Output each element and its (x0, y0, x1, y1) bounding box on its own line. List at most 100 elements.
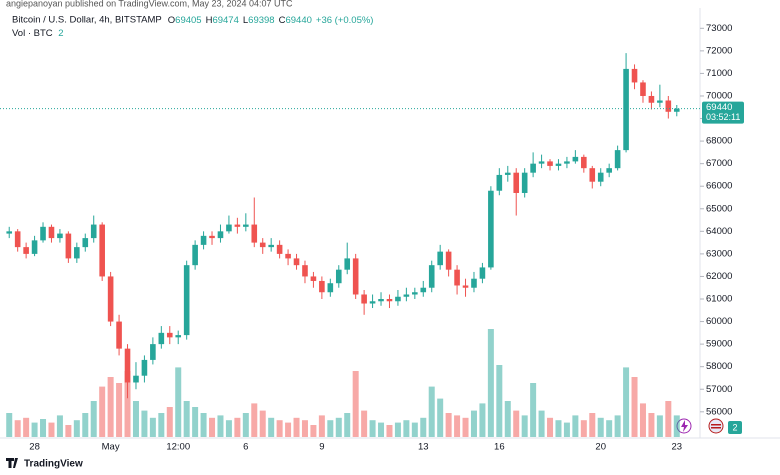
volume-bar (82, 413, 89, 437)
volume-badge-value: 2 (732, 422, 737, 432)
y-tick-label: 70000 (706, 90, 732, 101)
volume-bar (14, 420, 21, 437)
candle-body (226, 224, 232, 232)
volume-bar (513, 410, 520, 437)
volume-bar (175, 367, 182, 437)
candle-body (555, 163, 562, 166)
candle-body (200, 235, 207, 245)
candle-body (183, 265, 190, 336)
candle-body (124, 348, 131, 383)
candle-body (496, 174, 503, 191)
volume-bar (158, 413, 165, 437)
volume-bar (411, 422, 418, 437)
ohlc-label: O (168, 15, 175, 26)
candle-body (428, 265, 435, 288)
candle-body (141, 359, 148, 376)
ohlc-label: C (279, 15, 286, 26)
volume-layer (6, 329, 680, 437)
y-tick-label: 67000 (706, 158, 732, 169)
volume-bar (166, 407, 173, 437)
candle-body (361, 294, 367, 304)
volume-bar (547, 417, 554, 437)
candle-body (504, 172, 511, 175)
volume-bar (276, 420, 283, 437)
volume-bar (192, 407, 199, 437)
ohlc-value: 69440 (285, 15, 311, 26)
volume-bar (335, 417, 342, 437)
volume-bar (504, 401, 511, 437)
volume-bar (318, 415, 325, 437)
volume-bar (369, 420, 376, 437)
volume-bar (597, 417, 604, 437)
candle-body (192, 244, 198, 266)
candle-body (40, 226, 46, 241)
x-tick-label: 9 (319, 442, 324, 453)
volume-label: Vol · BTC (12, 28, 53, 39)
candle-body (243, 224, 249, 227)
candle-body (268, 244, 274, 248)
candle-body (116, 321, 122, 349)
x-tick-label: 12:00 (166, 442, 190, 453)
y-tick-label: 66000 (706, 181, 732, 192)
candle-body (175, 335, 182, 338)
volume-bar (665, 401, 672, 437)
last-price: 69440 (706, 102, 732, 113)
x-tick-label: 6 (243, 442, 248, 453)
volume-bar (183, 401, 190, 437)
candle-body (74, 247, 80, 259)
candle-body (48, 226, 55, 239)
volume-bar (293, 417, 300, 437)
volume-bar (107, 377, 114, 437)
flag-icon (708, 418, 724, 434)
candle-body (521, 172, 528, 193)
candle-body (386, 299, 393, 302)
candle-body (310, 276, 317, 281)
candle-body (352, 258, 359, 295)
volume-bar (538, 410, 545, 437)
candle-body (65, 233, 72, 259)
volume-bar (437, 398, 444, 437)
candle-body (217, 231, 224, 239)
volume-bar (428, 386, 435, 437)
candle-body (285, 253, 291, 259)
candle-body (133, 375, 139, 383)
candle-body (99, 224, 105, 277)
icons: 2 (676, 418, 742, 434)
volume-bar (327, 420, 334, 437)
volume-bar (454, 415, 461, 437)
candle-body (335, 269, 342, 284)
volume-bar (656, 415, 663, 437)
candle-body (319, 280, 325, 293)
volume-bar (285, 422, 292, 437)
y-tick-label: 65000 (706, 203, 732, 214)
volume-bar (65, 425, 72, 437)
volume-bar (242, 413, 249, 437)
candle-body (344, 258, 351, 270)
candle-body (488, 190, 494, 268)
candle-body (665, 100, 672, 112)
ohlc-value: 69474 (212, 15, 238, 26)
candle-body (158, 332, 165, 345)
x-tick-label: 16 (494, 442, 505, 453)
candle-body (420, 287, 427, 293)
volume-bar (378, 422, 385, 437)
y-tick-label: 60000 (706, 316, 732, 327)
volume-bar (259, 410, 266, 437)
ohlc-value: 69405 (175, 15, 201, 26)
candle-body (530, 163, 536, 173)
candle-body (259, 242, 266, 248)
candle-body (564, 161, 570, 164)
candle-body (538, 161, 545, 164)
volume-bar (40, 419, 47, 437)
y-tick-label: 72000 (706, 45, 732, 56)
candle-body (57, 233, 63, 239)
candle-body (327, 283, 334, 293)
y-tick-label: 64000 (706, 226, 732, 237)
candle-body (513, 172, 520, 193)
candle-body (150, 344, 156, 360)
candle-body (82, 238, 89, 248)
candle-body (640, 82, 646, 96)
y-tick-label: 56000 (706, 406, 732, 417)
candle-body (589, 168, 596, 182)
candle-body (6, 231, 13, 234)
